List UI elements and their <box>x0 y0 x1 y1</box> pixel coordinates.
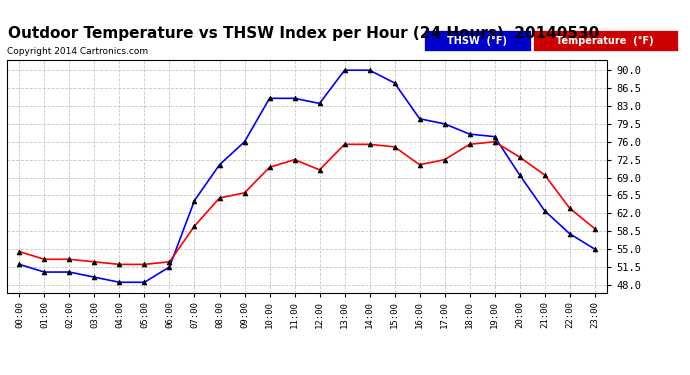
Text: Temperature  (°F): Temperature (°F) <box>556 36 654 45</box>
Text: THSW  (°F): THSW (°F) <box>448 36 507 45</box>
Text: Copyright 2014 Cartronics.com: Copyright 2014 Cartronics.com <box>7 47 148 56</box>
Text: Outdoor Temperature vs THSW Index per Hour (24 Hours)  20140530: Outdoor Temperature vs THSW Index per Ho… <box>8 26 599 41</box>
